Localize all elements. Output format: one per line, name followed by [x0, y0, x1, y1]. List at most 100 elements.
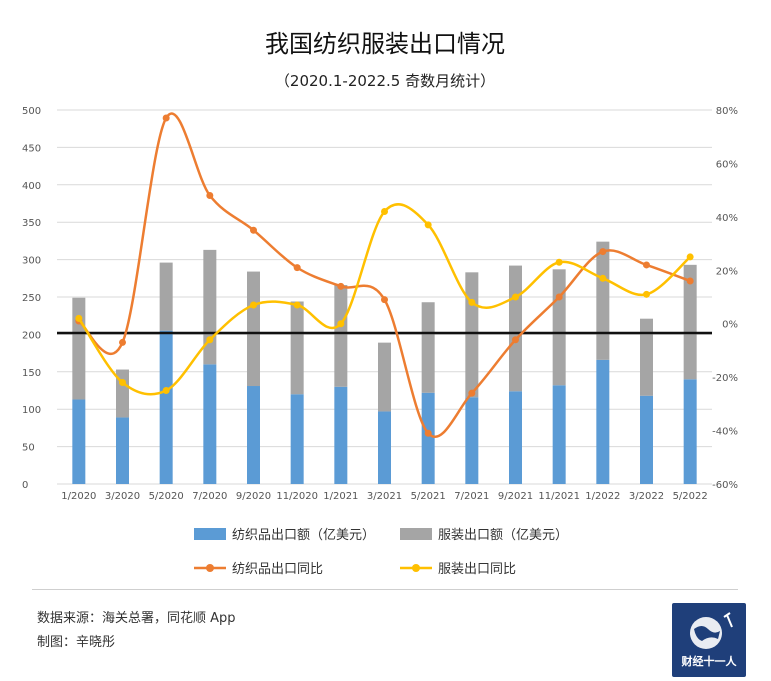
x-tick-label: 1/2020 — [61, 491, 96, 502]
bar-apparel-export — [247, 271, 260, 387]
x-tick-label: 1/2022 — [585, 491, 620, 502]
textile-yoy-point — [206, 191, 214, 199]
y-right-tick-label: 20% — [716, 266, 738, 277]
textile-yoy-point — [512, 336, 519, 344]
legend-marker — [412, 564, 420, 572]
chart: 我国纺织服装出口情况 （2020.1-2022.5 奇数月统计） 0 50 100 1… — [22, 30, 738, 577]
bar-textile-export — [159, 330, 173, 484]
lines — [75, 112, 694, 438]
apparel-yoy-point — [119, 378, 126, 386]
y-left-tick-label: 100 — [22, 405, 41, 416]
bar-apparel-export — [509, 265, 522, 392]
apparel-yoy-point — [206, 336, 214, 344]
y-left-tick-label: 300 — [22, 256, 41, 267]
bar-apparel-export — [640, 318, 653, 396]
bar-apparel-export — [72, 297, 86, 400]
apparel-yoy-point — [337, 320, 345, 328]
bar-apparel-export — [596, 241, 610, 360]
chart-title: 我国纺织服装出口情况 — [265, 30, 505, 58]
textile-yoy-point — [250, 226, 257, 234]
x-tick-label: 9/2020 — [236, 491, 271, 502]
y-left-tick-label: 250 — [22, 293, 41, 304]
apparel-yoy-point — [293, 301, 301, 309]
bar-textile-export — [378, 411, 391, 484]
bar-textile-export — [421, 392, 435, 484]
textile-yoy-point — [381, 296, 388, 304]
x-tick-label: 11/2020 — [276, 491, 318, 502]
apparel-yoy-line — [77, 203, 692, 396]
legend-label: 纺织品出口额（亿美元） — [232, 528, 375, 543]
textile-yoy-line — [78, 112, 691, 438]
x-tick-label: 3/2022 — [629, 491, 664, 502]
globe-icon — [690, 612, 733, 649]
x-tick-label: 1/2021 — [323, 491, 358, 502]
textile-yoy-point — [643, 261, 650, 269]
y-right-tick-label: -20% — [712, 373, 738, 384]
bar-apparel-export — [552, 269, 566, 386]
legend-swatch — [194, 528, 226, 540]
y-left-tick-label: 500 — [22, 106, 41, 117]
bar-apparel-export — [465, 272, 479, 398]
x-tick-label: 3/2020 — [105, 491, 140, 502]
apparel-yoy-point — [250, 301, 257, 309]
x-tick-label: 5/2020 — [149, 491, 184, 502]
legend-label: 服装出口同比 — [438, 562, 516, 577]
bar-textile-export — [640, 395, 653, 484]
y-left-tick-label: 350 — [22, 218, 41, 229]
textile-yoy-point — [162, 114, 170, 122]
legend-label: 服装出口额（亿美元） — [438, 528, 568, 543]
apparel-yoy-point — [468, 298, 476, 306]
bar-textile-export — [290, 394, 304, 484]
bar-apparel-export — [203, 249, 217, 365]
footer-divider — [32, 589, 738, 590]
y-left-tick-label: 400 — [22, 181, 41, 192]
logo: 财经十一人 — [672, 603, 746, 677]
apparel-yoy-point — [686, 253, 694, 261]
legend-marker — [206, 564, 214, 572]
textile-yoy-point — [686, 277, 694, 285]
y-left-tick-label: 150 — [22, 368, 41, 379]
y-right-tick-label: 80% — [716, 106, 738, 117]
bar-textile-export — [203, 364, 217, 484]
apparel-yoy-point — [643, 290, 650, 298]
textile-yoy-point — [119, 338, 126, 346]
textile-yoy-point — [424, 429, 432, 437]
apparel-yoy-point — [512, 293, 519, 301]
bar-textile-export — [552, 385, 566, 484]
bar-textile-export — [247, 386, 260, 484]
apparel-yoy-point — [599, 274, 607, 282]
chart-author: 制图：辛晓彤 — [37, 635, 116, 650]
y-left-tick-label: 50 — [22, 443, 35, 454]
x-tick-label: 5/2022 — [673, 491, 708, 502]
textile-yoy-point — [293, 264, 301, 272]
bar-apparel-export — [683, 264, 697, 380]
x-tick-label: 11/2021 — [538, 491, 580, 502]
apparel-yoy-point — [162, 387, 170, 394]
y-right-tick-label: -60% — [712, 480, 738, 491]
apparel-yoy-point — [424, 221, 432, 229]
y-right-tick-label: 60% — [716, 159, 738, 170]
bar-textile-export — [465, 397, 479, 484]
apparel-yoy-point — [75, 314, 83, 322]
y-right-tick-label: -40% — [712, 427, 738, 438]
bar-apparel-export — [159, 262, 173, 331]
y-left-tick-label: 450 — [22, 143, 41, 154]
x-tick-label: 7/2021 — [454, 491, 489, 502]
bar-apparel-export — [378, 342, 391, 412]
textile-yoy-point — [599, 248, 607, 256]
x-tick-label: 7/2020 — [192, 491, 227, 502]
y-left-tick-label: 0 — [22, 480, 28, 491]
data-source: 数据来源：海关总署，同花顺 App — [37, 611, 236, 626]
legend-swatch — [400, 528, 432, 540]
bar-apparel-export — [290, 301, 304, 395]
bar-apparel-export — [334, 285, 348, 387]
x-tick-label: 9/2021 — [498, 491, 533, 502]
textile-yoy-point — [337, 282, 345, 290]
bar-textile-export — [509, 391, 522, 484]
textile-yoy-point — [555, 293, 563, 301]
textile-yoy-point — [468, 389, 476, 397]
axes: 0 50 100 150 200 250 300 350 400 450 500 -60% -40% -2… — [22, 106, 738, 502]
chart-subtitle: （2020.1-2022.5 奇数月统计） — [275, 72, 495, 90]
apparel-yoy-point — [381, 208, 388, 216]
x-tick-label: 5/2021 — [411, 491, 446, 502]
